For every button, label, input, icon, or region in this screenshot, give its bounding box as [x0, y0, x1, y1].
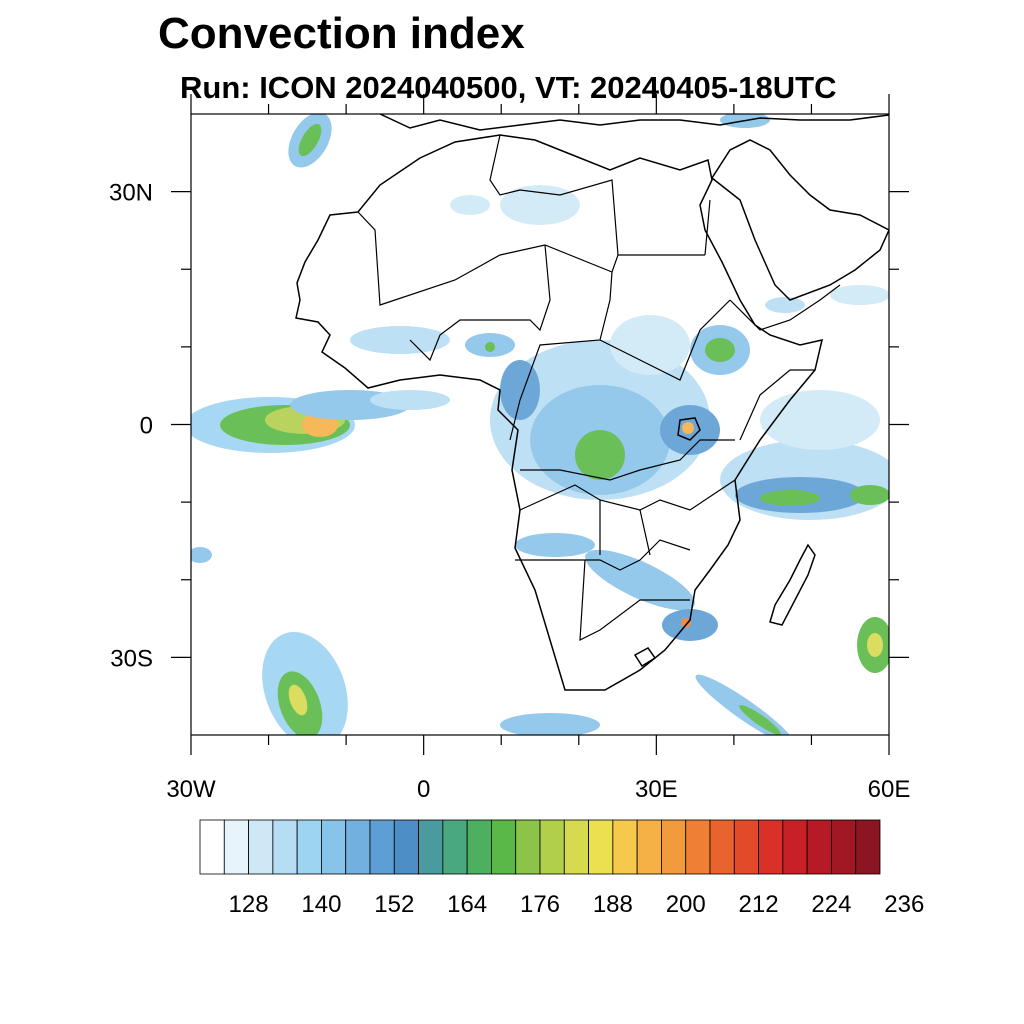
colorbar-swatch	[345, 819, 371, 875]
lon-tick-label: 0	[417, 776, 430, 803]
map-axes: 30N 0 30S 30W 0 30E 60E	[109, 94, 910, 803]
colorbar-swatch	[806, 819, 832, 875]
colorbar-swatch	[272, 819, 298, 875]
colorbar-label: 128	[229, 891, 269, 918]
lat-tick-label: 0	[140, 413, 153, 440]
colorbar-swatch	[709, 819, 735, 875]
colorbar-label: 176	[520, 891, 560, 918]
colorbar-label: 224	[811, 891, 851, 918]
colorbar-label: 236	[884, 891, 924, 918]
colorbar-swatch	[782, 819, 808, 875]
colorbar-swatch	[491, 819, 517, 875]
chart-title: Convection index	[158, 9, 525, 58]
lon-tick-label: 30W	[166, 776, 216, 803]
colorbar-swatch	[223, 819, 249, 875]
colorbar-swatch	[539, 819, 565, 875]
colorbar-swatch	[661, 819, 687, 875]
colorbar-label: 188	[593, 891, 633, 918]
colorbar-label: 140	[301, 891, 341, 918]
colorbar-swatch	[248, 819, 274, 875]
colorbar-swatch	[466, 819, 492, 875]
colorbar-swatch	[442, 819, 468, 875]
colorbar: 128 140 152 164 176 188 200 212 224 236	[199, 819, 924, 918]
colorbar-swatch	[733, 819, 759, 875]
colorbar-swatch	[321, 819, 347, 875]
colorbar-label: 212	[739, 891, 779, 918]
colorbar-swatch	[758, 819, 784, 875]
colorbar-swatch	[588, 819, 614, 875]
run-subtitle: Run: ICON 2024040500, VT: 20240405-18UTC	[180, 70, 837, 105]
country-borders	[357, 134, 841, 642]
lat-tick-label: 30N	[109, 180, 153, 207]
colorbar-swatch	[296, 819, 322, 875]
colorbar-swatch	[636, 819, 662, 875]
lon-tick-label: 30E	[635, 776, 678, 803]
colorbar-swatch	[369, 819, 395, 875]
colorbar-swatch	[563, 819, 589, 875]
coastline-outline	[295, 114, 889, 691]
colorbar-label: 200	[666, 891, 706, 918]
lon-tick-label: 60E	[868, 776, 911, 803]
colorbar-swatch	[515, 819, 541, 875]
colorbar-swatch	[393, 819, 419, 875]
convection-field	[191, 114, 889, 735]
colorbar-swatch	[418, 819, 444, 875]
colorbar-label: 152	[374, 891, 414, 918]
colorbar-swatch	[685, 819, 711, 875]
colorbar-swatch	[199, 819, 225, 875]
lat-tick-label: 30S	[110, 645, 153, 672]
colorbar-swatch	[831, 819, 857, 875]
colorbar-swatch	[612, 819, 638, 875]
colorbar-swatch	[855, 819, 881, 875]
colorbar-label: 164	[447, 891, 487, 918]
